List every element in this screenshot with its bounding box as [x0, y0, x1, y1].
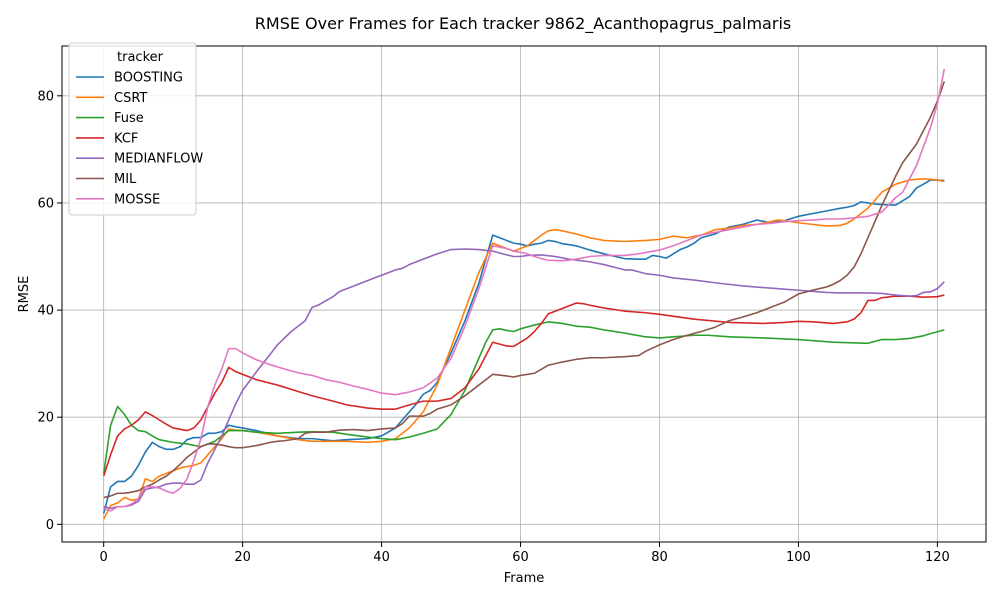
- x-tick-label: 80: [651, 550, 668, 565]
- x-tick-label: 0: [100, 550, 108, 565]
- series-line-boosting: [102, 179, 945, 514]
- y-axis-ticks: 0 20 40 60 80: [37, 89, 62, 533]
- y-tick-label: 20: [37, 411, 54, 426]
- x-axis-label: Frame: [504, 571, 545, 586]
- x-tick-label: 40: [373, 550, 390, 565]
- series-group: [102, 68, 946, 520]
- y-axis-label: RMSE: [17, 276, 32, 313]
- legend-label-mil: MIL: [114, 172, 137, 187]
- legend-box: [68, 42, 197, 216]
- y-tick-label: 40: [37, 304, 54, 319]
- legend-label-mosse: MOSSE: [114, 192, 160, 207]
- series-line-mosse: [103, 68, 946, 512]
- legend: tracker BOOSTING CSRT Fuse KCF MEDIANFLOW MIL…: [68, 42, 203, 216]
- series-line-kcf: [102, 294, 945, 477]
- series-line-medianflow: [103, 248, 945, 510]
- x-tick-label: 120: [925, 550, 950, 565]
- x-tick-label: 60: [512, 550, 529, 565]
- legend-label-fuse: Fuse: [114, 111, 144, 126]
- legend-label-boosting: BOOSTING: [114, 71, 183, 86]
- y-tick-label: 80: [37, 89, 54, 104]
- legend-title: tracker: [117, 50, 164, 65]
- plot-frame: [61, 45, 987, 543]
- x-tick-label: 20: [234, 550, 251, 565]
- grid: [62, 46, 986, 542]
- legend-label-csrt: CSRT: [114, 91, 147, 106]
- legend-label-medianflow: MEDIANFLOW: [114, 152, 203, 167]
- legend-label-kcf: KCF: [114, 131, 138, 146]
- chart-title: RMSE Over Frames for Each tracker 9862_A…: [255, 14, 791, 34]
- series-line-mil: [103, 81, 946, 499]
- y-tick-label: 0: [46, 518, 54, 533]
- series-line-fuse: [102, 321, 945, 474]
- y-tick-label: 60: [37, 196, 54, 211]
- x-axis-ticks: 0 20 40 60 80 100 120: [100, 542, 950, 565]
- x-tick-label: 100: [786, 550, 811, 565]
